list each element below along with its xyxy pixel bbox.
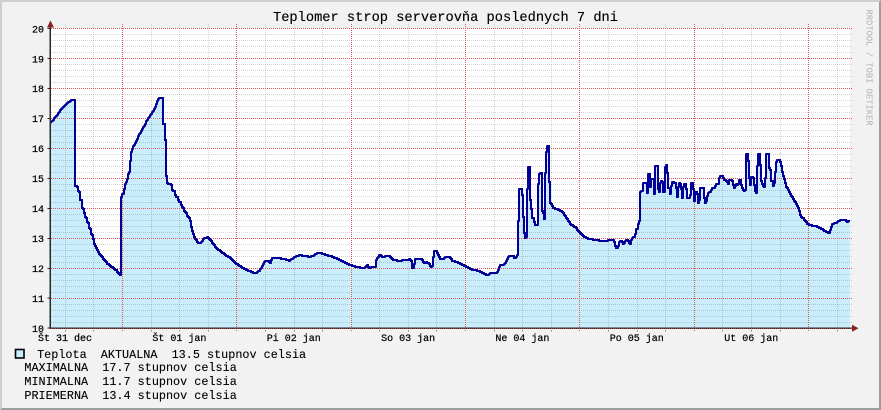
svg-text:17: 17 xyxy=(32,115,44,126)
svg-text:12: 12 xyxy=(32,265,44,276)
svg-text:15: 15 xyxy=(32,175,44,186)
svg-text:Po 05 jan: Po 05 jan xyxy=(610,333,664,345)
svg-text:18: 18 xyxy=(32,85,44,96)
svg-text:Pi 02 jan: Pi 02 jan xyxy=(267,333,321,345)
svg-text:14: 14 xyxy=(32,205,44,216)
svg-text:So 03 jan: So 03 jan xyxy=(381,333,435,345)
svg-text:10: 10 xyxy=(32,325,44,336)
svg-text:Ut 06 jan: Ut 06 jan xyxy=(724,333,778,345)
svg-text:13: 13 xyxy=(32,235,44,246)
svg-text:20: 20 xyxy=(32,25,44,36)
svg-text:16: 16 xyxy=(32,145,44,156)
svg-text:Ne 04 jan: Ne 04 jan xyxy=(495,333,549,345)
svg-text:Št 31 dec: Št 31 dec xyxy=(38,331,92,345)
svg-text:11: 11 xyxy=(32,295,44,306)
svg-text:RRDTOOL / TOBI OETIKER: RRDTOOL / TOBI OETIKER xyxy=(864,10,874,127)
svg-text:19: 19 xyxy=(32,55,44,66)
svg-text:Št 01 jan: Št 01 jan xyxy=(152,331,206,345)
